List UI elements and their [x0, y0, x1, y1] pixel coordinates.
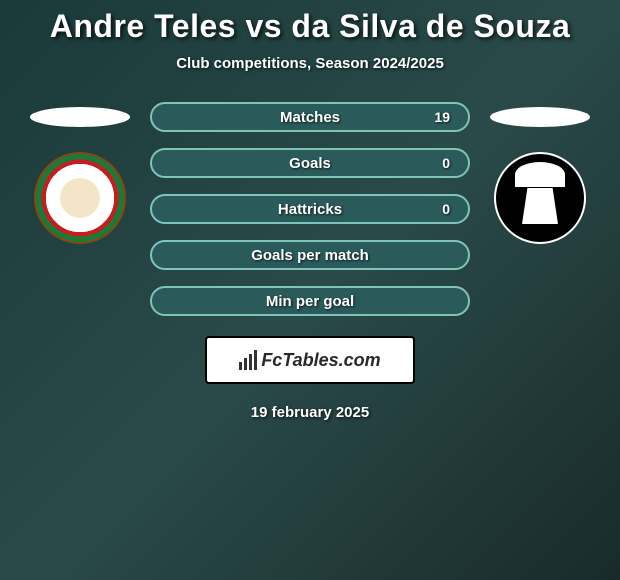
player-right-marker: [490, 107, 590, 127]
player-left-marker: [30, 107, 130, 127]
date-text: 19 february 2025: [0, 404, 620, 421]
stat-label: Goals per match: [251, 247, 369, 264]
player-left-column: [20, 102, 140, 244]
stat-bar-goals: Goals 0: [150, 148, 470, 178]
stat-bar-matches: Matches 19: [150, 102, 470, 132]
page-subtitle: Club competitions, Season 2024/2025: [0, 55, 620, 72]
comparison-card: Andre Teles vs da Silva de Souza Club co…: [0, 0, 620, 429]
stat-value-right: 19: [434, 109, 450, 125]
page-title: Andre Teles vs da Silva de Souza: [0, 8, 620, 45]
stat-label: Goals: [289, 155, 331, 172]
player-right-column: [480, 102, 600, 244]
club-badge-left: [34, 152, 126, 244]
stat-bar-hattricks: Hattricks 0: [150, 194, 470, 224]
stats-column: Matches 19 Goals 0 Hattricks 0 Goals per…: [140, 102, 480, 316]
stat-value-right: 0: [442, 155, 450, 171]
brand-box[interactable]: FcTables.com: [205, 336, 415, 384]
stat-bar-min-per-goal: Min per goal: [150, 286, 470, 316]
stat-label: Hattricks: [278, 201, 342, 218]
stat-label: Matches: [280, 109, 340, 126]
chart-icon: [239, 350, 257, 370]
brand-text: FcTables.com: [261, 350, 380, 371]
content-row: Matches 19 Goals 0 Hattricks 0 Goals per…: [0, 102, 620, 316]
stat-value-right: 0: [442, 201, 450, 217]
stat-bar-goals-per-match: Goals per match: [150, 240, 470, 270]
stat-label: Min per goal: [266, 293, 354, 310]
club-badge-right: [494, 152, 586, 244]
